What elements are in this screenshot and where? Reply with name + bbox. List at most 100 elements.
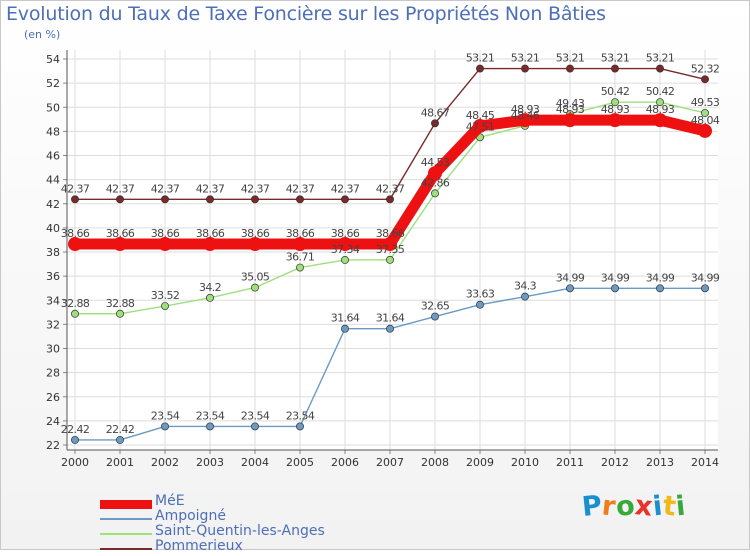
y-tick-label: 48 [46,125,60,138]
data-point [566,284,574,293]
y-tick-label: 36 [46,270,60,283]
data-point [566,64,574,73]
x-tick-label: 2010 [511,456,539,469]
y-tick-label: 38 [46,246,60,259]
proxiti-logo: Proxiti [580,490,688,523]
data-point [701,108,709,117]
data-point [71,195,79,204]
data-point [611,64,619,73]
data-label: 34.99 [556,271,585,284]
data-label: 38.66 [61,227,90,240]
data-point [608,113,622,128]
y-tick-label: 34 [46,294,60,307]
data-point [116,309,124,318]
x-tick-label: 2007 [376,456,404,469]
data-label: 50.42 [601,85,630,98]
data-label: 42.37 [331,182,360,195]
data-label: 53.21 [511,52,540,65]
data-point [206,422,214,431]
y-tick-label: 50 [46,101,60,114]
data-label: 53.21 [556,52,585,65]
data-label: 34.99 [646,271,675,284]
data-point [116,435,124,444]
y-tick-label: 24 [46,415,60,428]
data-label: 38.66 [376,227,405,240]
data-point [113,237,127,252]
data-point [521,292,529,301]
data-label: 34.2 [199,281,221,294]
data-point [203,237,217,252]
data-point [653,113,667,128]
data-point [206,293,214,302]
data-label: 37.35 [376,243,405,256]
data-point [341,195,349,204]
data-point [431,119,439,128]
data-label: 42.37 [151,182,180,195]
data-label: 38.66 [331,227,360,240]
data-point [386,195,394,204]
data-point [161,422,169,431]
data-label: 38.66 [241,227,270,240]
data-label: 34.99 [601,271,630,284]
data-point [518,113,532,128]
data-point [563,113,577,128]
data-point [611,98,619,107]
data-label: 48.93 [556,103,585,116]
data-label: 22.42 [106,423,135,436]
data-point [251,283,259,292]
data-label: 42.37 [376,182,405,195]
x-tick-label: 2013 [646,456,674,469]
data-label: 23.54 [151,409,180,422]
data-point [248,237,262,252]
data-point [428,166,442,181]
data-point [116,195,124,204]
data-label: 52.32 [691,62,720,75]
data-label: 44.53 [421,156,450,169]
data-point [161,302,169,310]
x-tick-label: 2008 [421,456,449,469]
data-label: 53.21 [601,52,630,65]
legend-label: Pommerieux [155,538,243,554]
data-point [386,324,394,333]
data-label: 32.88 [106,297,135,310]
data-point [206,195,214,204]
data-point [473,118,487,133]
data-label: 31.64 [376,312,405,325]
data-label: 47.51 [466,120,495,133]
data-label: 42.37 [196,182,225,195]
data-label: 37.34 [331,243,360,256]
legend-label: MéE [155,493,185,509]
data-label: 53.21 [466,52,495,65]
data-point [431,312,439,321]
data-point [338,237,352,252]
data-label: 31.64 [331,312,360,325]
data-point [656,284,664,293]
series-pommerieux [71,64,709,204]
legend-swatch [100,499,152,509]
x-tick-label: 2003 [196,456,224,469]
data-point [161,195,169,204]
data-point [251,422,259,431]
data-label: 23.54 [196,409,225,422]
data-label: 48.45 [466,109,495,122]
data-point [701,75,709,84]
data-label: 23.54 [286,409,315,422]
y-tick-label: 26 [46,391,60,404]
data-label: 34.3 [514,280,537,293]
x-tick-label: 2014 [691,456,719,469]
y-tick-label: 46 [46,150,60,163]
data-label: 33.52 [151,289,180,302]
y-tick-label: 42 [46,198,60,211]
x-tick-label: 2005 [286,456,314,469]
y-tick-label: 54 [46,53,60,66]
data-point [341,256,349,264]
data-point [476,64,484,73]
x-tick-label: 2006 [331,456,359,469]
data-label: 42.37 [106,182,135,195]
data-point [383,237,397,252]
data-label: 48.67 [421,106,450,119]
data-label: 49.53 [691,96,720,109]
data-label: 48.93 [511,103,540,116]
data-label: 50.42 [646,85,675,98]
